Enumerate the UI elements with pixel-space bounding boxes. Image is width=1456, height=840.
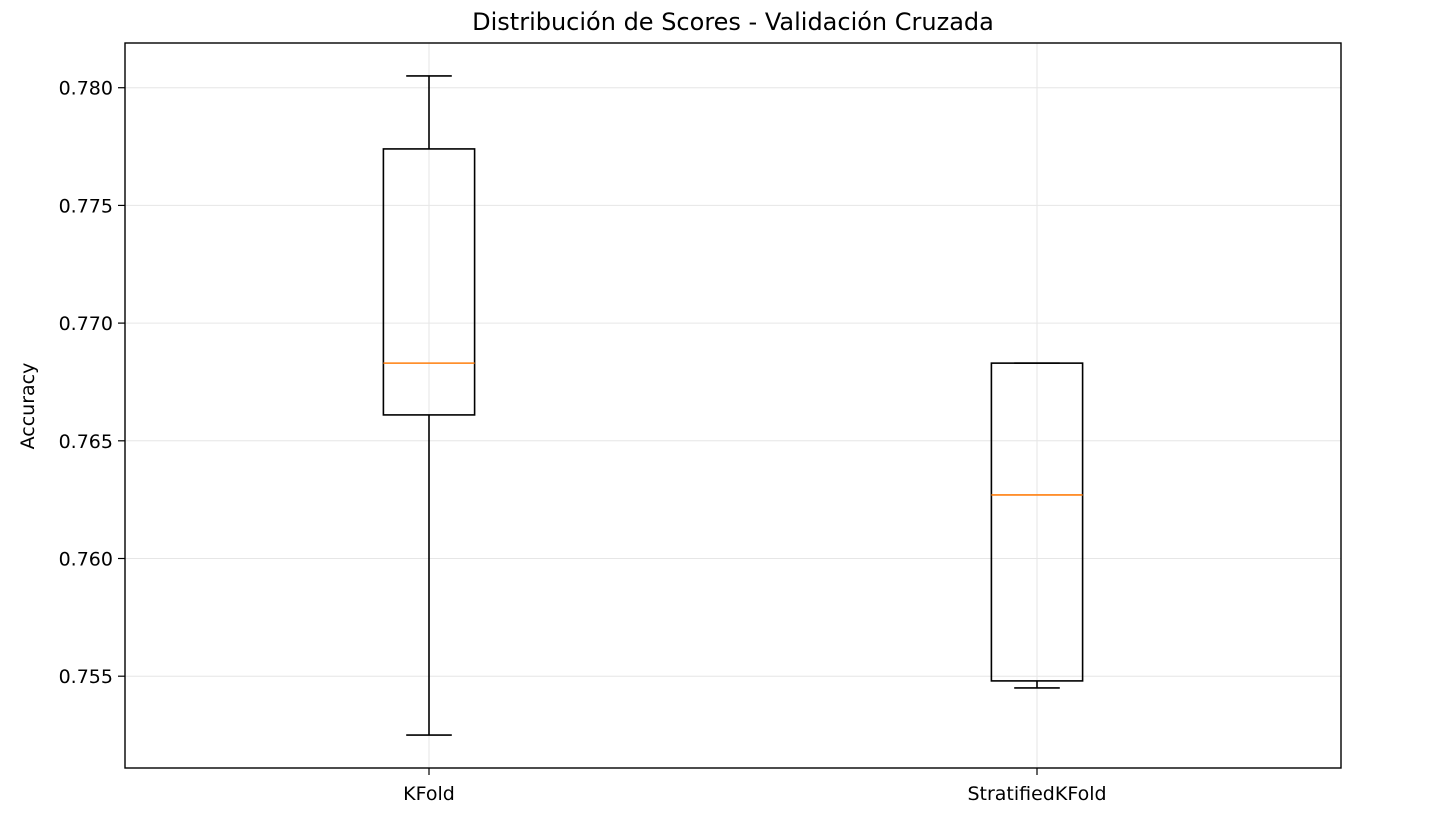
y-axis-label: Accuracy: [17, 363, 39, 450]
axes: 0.755 0.760 0.765 0.770 0.775 0.780 KFold Strat…: [59, 42, 1342, 805]
iqr-box: [382, 148, 476, 416]
x-tick-label: StratifiedKFold: [967, 783, 1106, 805]
y-tick-label: 0.770: [59, 313, 113, 335]
plot-frame: [124, 42, 1342, 769]
y-tick-label: 0.755: [59, 666, 113, 688]
box-stratifiedkfold: [990, 362, 1084, 689]
x-tick-label: KFold: [403, 783, 455, 805]
y-tick-label: 0.760: [59, 549, 113, 571]
y-tick-label: 0.765: [59, 431, 113, 453]
y-tick-label: 0.775: [59, 195, 113, 217]
iqr-box: [990, 362, 1084, 682]
chart-title: Distribución de Scores - Validación Cruz…: [472, 8, 994, 36]
box-series: [382, 75, 1084, 736]
box-kfold: [382, 75, 476, 736]
y-tick-label: 0.780: [59, 78, 113, 100]
grid-lines: [125, 43, 1341, 768]
